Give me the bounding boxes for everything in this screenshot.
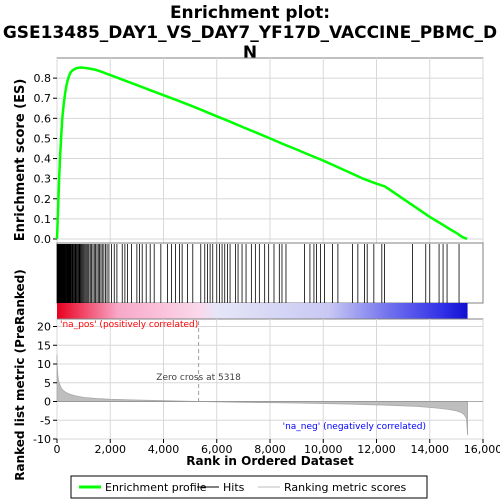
x-tick-label: 2,000 (95, 443, 127, 456)
es-tick-label: 0.6 (34, 112, 52, 125)
es-tick-label: 0.1 (34, 213, 52, 226)
es-tick-label: 0.3 (34, 173, 52, 186)
legend-box (70, 475, 428, 499)
es-tick-label: 0.8 (34, 72, 52, 85)
es-axis-label: Enrichment score (ES) (13, 79, 28, 242)
x-tick-label: 10,000 (304, 443, 343, 456)
hits-panel-frame (56, 242, 484, 304)
x-tick-label: 12,000 (357, 443, 396, 456)
chart-title: Enrichment plot: GSE13485_DAY1_VS_DAY7_YF… (3, 3, 497, 63)
zero-cross-label: Zero cross at 5318 (156, 373, 241, 383)
metric-tick-label: -5 (40, 414, 51, 427)
x-axis-label: Rank in Ordered Dataset (186, 454, 354, 468)
negative-correlation-label: 'na_neg' (negatively correlated) (283, 422, 426, 432)
chart-title-line: Enrichment plot: (170, 3, 330, 23)
x-tick-label: 0 (54, 443, 61, 456)
metric-tick-label: 20 (37, 321, 51, 334)
es-tick-label: 0.0 (34, 233, 52, 246)
metric-tick-label: 0 (44, 396, 51, 409)
x-tick-label: 4,000 (148, 443, 180, 456)
chart-title-line: GSE13485_DAY1_VS_DAY7_YF17D_VACCINE_PBMC… (3, 23, 497, 43)
legend-label: Hits (223, 481, 245, 494)
metric-tick-label: 15 (37, 339, 51, 352)
es-tick-label: 0.7 (34, 92, 52, 105)
x-tick-label: 16,000 (464, 443, 500, 456)
x-tick-label: 14,000 (411, 443, 450, 456)
x-tick-label: 6,000 (201, 443, 233, 456)
legend-label: Enrichment profile (105, 481, 207, 494)
positive-correlation-label: 'na_pos' (positively correlated) (60, 320, 198, 330)
es-tick-label: 0.2 (34, 193, 52, 206)
enrichment-profile-line (55, 66, 468, 241)
metric-axis-label: Ranked list metric (PreRanked) (13, 269, 27, 481)
es-tick-label: 0.5 (34, 132, 52, 145)
metric-tick-label: 5 (44, 377, 51, 390)
metric-tick-label: 10 (37, 358, 51, 371)
x-tick-label: 8,000 (254, 443, 286, 456)
metric-tick-label: -10 (33, 433, 51, 446)
legend-label: Ranking metric scores (284, 481, 406, 494)
rank-colorbar (57, 303, 468, 319)
ranking-metric-area (56, 354, 468, 436)
es-tick-label: 0.4 (34, 153, 52, 166)
